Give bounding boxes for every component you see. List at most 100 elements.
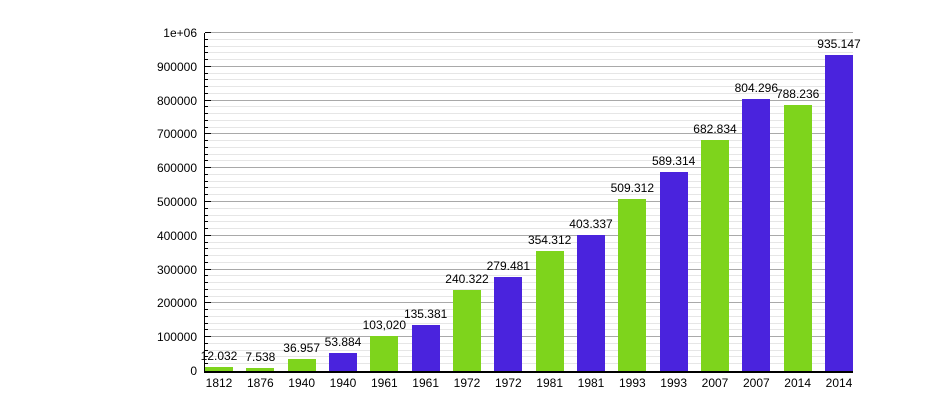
gridline-minor [205, 322, 853, 324]
gridline-minor [205, 295, 853, 297]
gridline-minor [205, 113, 853, 115]
y-tick-mark [205, 336, 211, 338]
y-tick-mark [205, 52, 208, 54]
gridline-minor [205, 309, 853, 311]
y-tick-mark [205, 228, 208, 230]
gridline-minor [205, 288, 853, 290]
y-tick-mark [205, 322, 208, 324]
bar [411, 325, 440, 371]
y-tick-mark [205, 302, 211, 304]
gridline-minor [205, 38, 853, 40]
y-tick-mark [205, 119, 208, 121]
y-tick-mark [205, 221, 208, 223]
gridline-minor [205, 86, 853, 88]
y-tick-mark [205, 133, 211, 135]
bar-value-label: 36.957 [283, 340, 320, 355]
y-tick-mark [205, 173, 208, 175]
bar-value-label: 509.312 [610, 180, 655, 195]
y-axis-label: 900000 [156, 59, 197, 74]
bar-value-label: 53.884 [324, 334, 362, 349]
gridline-major [205, 133, 853, 135]
gridline-minor [205, 153, 853, 155]
gridline-major [205, 268, 853, 270]
gridline-minor [205, 275, 853, 277]
bar [535, 251, 564, 371]
x-axis-label: 1876 [246, 376, 274, 390]
y-tick-mark [205, 248, 208, 250]
x-axis-label: 2014 [825, 376, 853, 390]
gridline-minor [205, 126, 853, 128]
y-tick-mark [205, 140, 208, 142]
bar [494, 276, 523, 371]
gridline-minor [205, 255, 853, 257]
x-axis-label: 1961 [412, 376, 439, 390]
gridline-minor [205, 187, 853, 189]
bar-value-label: 589.314 [651, 153, 696, 168]
bar [453, 289, 481, 371]
bar [329, 352, 357, 371]
gridline-minor [205, 72, 853, 74]
gridline-minor [205, 59, 853, 61]
y-tick-mark [205, 32, 211, 33]
y-axis-label: 0 [190, 364, 197, 378]
gridline-minor [205, 356, 853, 358]
bar-value-label: 682.834 [693, 122, 737, 137]
gridline-minor [205, 52, 853, 54]
gridline-minor [205, 214, 853, 216]
gridline-minor [205, 146, 853, 148]
y-tick-mark [205, 295, 208, 297]
y-tick-mark [205, 268, 211, 270]
y-tick-mark [205, 315, 208, 317]
gridline-minor [205, 160, 853, 162]
y-tick-mark [205, 194, 208, 196]
bar-value-label: 935.147 [817, 36, 861, 51]
bar-value-label: 403.337 [569, 216, 613, 231]
y-tick-mark [205, 167, 211, 169]
y-tick-mark [205, 207, 208, 209]
y-axis-label: 500000 [156, 195, 197, 209]
gridline-major [205, 99, 853, 101]
y-tick-mark [205, 106, 208, 108]
y-axis-label: 600000 [156, 161, 197, 176]
bar-value-label: 788.236 [775, 86, 820, 101]
y-tick-mark [205, 349, 208, 351]
gridline-minor [205, 315, 853, 317]
x-axis-label: 1993 [660, 376, 687, 390]
gridline-minor [205, 349, 853, 351]
gridline-minor [205, 261, 853, 263]
x-axis-label: 2014 [784, 376, 811, 390]
y-tick-mark [205, 92, 208, 94]
y-tick-mark [205, 356, 208, 358]
y-axis-label: 1e+06 [163, 26, 197, 40]
bar [205, 366, 233, 371]
gridline-major [205, 336, 853, 338]
y-tick-mark [205, 241, 208, 243]
x-axis-label: 1961 [370, 376, 398, 390]
bar [742, 99, 771, 371]
gridline-major [205, 167, 853, 169]
y-tick-mark [205, 153, 208, 155]
y-tick-mark [205, 45, 208, 47]
bar [370, 336, 399, 371]
x-axis-label: 1940 [288, 376, 315, 390]
y-tick-mark [205, 79, 208, 81]
bar-value-label: 103,020 [362, 318, 407, 333]
bar [701, 140, 729, 371]
bar [659, 171, 688, 371]
gridline-minor [205, 194, 853, 196]
gridline-major [205, 65, 853, 67]
bar-value-label: 804.296 [734, 81, 779, 96]
x-axis-label: 1981 [536, 376, 563, 390]
gridline-minor [205, 79, 853, 81]
gridline-minor [205, 207, 853, 209]
x-axis-label: 1972 [494, 376, 522, 390]
y-tick-mark [205, 126, 208, 128]
gridline-minor [205, 342, 853, 344]
gridline-minor [205, 119, 853, 121]
gridline-minor [205, 106, 853, 108]
x-axis-label: 1993 [618, 376, 646, 390]
bar [825, 54, 853, 371]
gridline-minor [205, 173, 853, 175]
y-tick-mark [205, 59, 208, 61]
y-axis-label: 700000 [156, 127, 197, 142]
